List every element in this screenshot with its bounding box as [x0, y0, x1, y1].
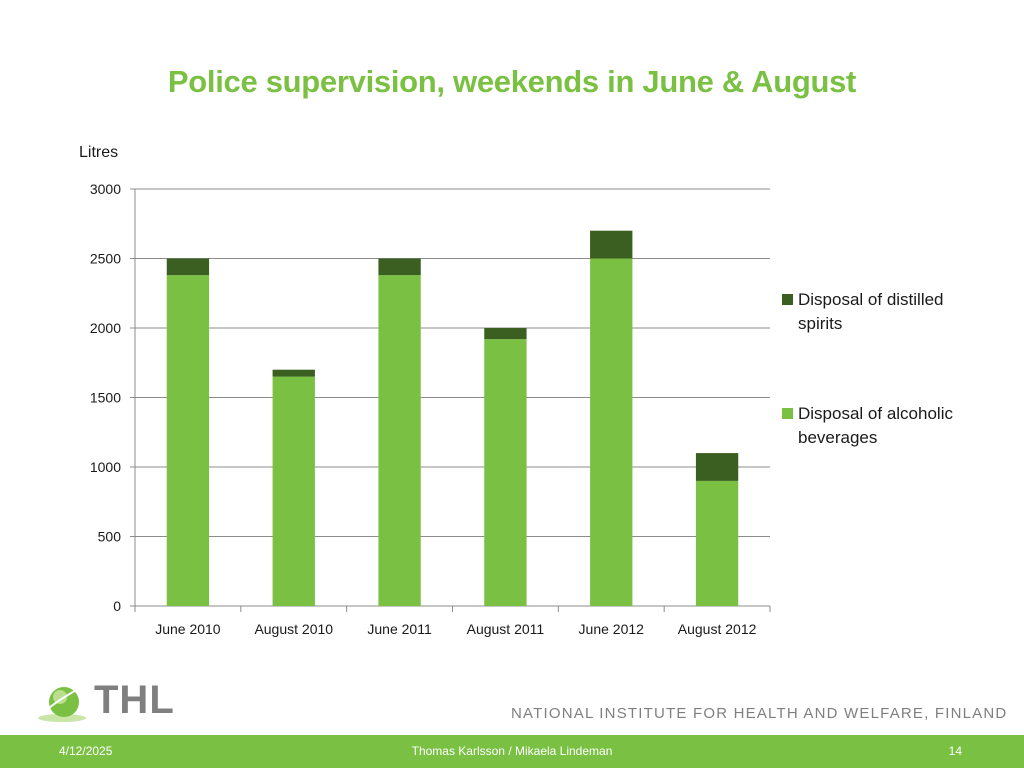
bar-distilled-spirits-3 [378, 258, 421, 276]
bar-distilled-spirits-2 [272, 369, 315, 377]
y-tick-label: 1500 [90, 390, 121, 406]
bar-distilled-spirits-6 [695, 453, 739, 481]
bar-distilled-spirits-1 [166, 258, 210, 276]
bar-alcoholic-beverages-3 [378, 275, 421, 606]
y-tick-label: 3000 [90, 181, 121, 197]
bar-distilled-spirits-4 [484, 328, 527, 340]
y-tick-label: 500 [98, 529, 122, 545]
chart-title: Police supervision, weekends in June & A… [167, 64, 857, 99]
legend-swatch-distilled [782, 294, 793, 305]
thl-logo-icon [38, 687, 86, 722]
y-tick-label: 0 [113, 598, 121, 614]
footer-author: Thomas Karlsson / Mikaela Lindeman [411, 744, 613, 758]
x-tick-label: June 2010 [155, 621, 221, 637]
legend-item-distilled-spirits: Disposal of distilled spirits [782, 288, 992, 336]
x-tick-label: June 2012 [579, 621, 645, 637]
legend-label-alcoholic: Disposal of alcoholic beverages [798, 404, 953, 447]
page-number: 14 [948, 744, 962, 758]
y-tick-label: 2500 [90, 251, 121, 267]
x-tick-label: June 2011 [367, 621, 432, 637]
footer-date: 4/12/2025 [59, 744, 113, 758]
y-axis-label: Litres [79, 144, 118, 161]
legend-label-distilled: Disposal of distilled spirits [798, 290, 944, 333]
bar-distilled-spirits-5 [590, 230, 633, 259]
bar-alcoholic-beverages-2 [272, 376, 315, 606]
bar-alcoholic-beverages-5 [590, 258, 633, 606]
institute-name: NATIONAL INSTITUTE FOR HEALTH AND WELFAR… [511, 705, 1008, 722]
legend-swatch-alcoholic [782, 408, 793, 419]
x-tick-label: August 2012 [678, 621, 757, 637]
bar-alcoholic-beverages-4 [484, 339, 527, 606]
x-tick-label: August 2011 [467, 621, 545, 637]
bar-chart: Litres 0 500 1000 1500 2000 2500 3000 June 2010 A… [79, 144, 771, 637]
y-tick-label: 2000 [90, 320, 121, 336]
footer-bar: 4/12/2025 Thomas Karlsson / Mikaela Lind… [0, 735, 1024, 768]
logo-text: THL [94, 678, 175, 722]
bar-alcoholic-beverages-6 [695, 480, 739, 606]
legend-item-alcoholic-beverages: Disposal of alcoholic beverages [782, 402, 992, 450]
x-tick-label: August 2010 [254, 621, 333, 637]
bar-alcoholic-beverages-1 [166, 275, 210, 606]
y-tick-label: 1000 [90, 459, 121, 475]
